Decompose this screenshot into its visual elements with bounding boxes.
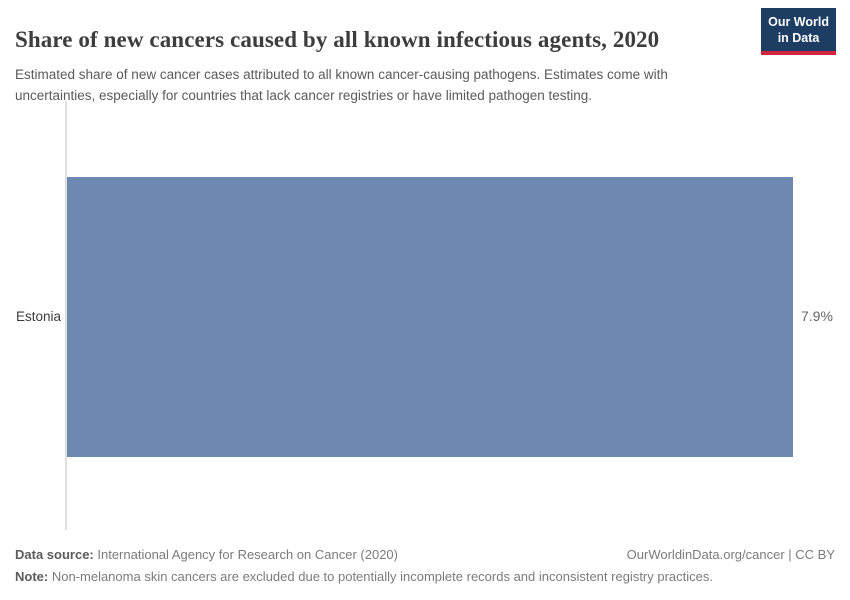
value-label-estonia: 7.9% — [801, 308, 833, 324]
note-text: Non-melanoma skin cancers are excluded d… — [48, 569, 713, 585]
owid-logo: Our World in Data — [761, 8, 836, 55]
chart-subtitle: Estimated share of new cancer cases attr… — [15, 66, 668, 104]
entity-label-estonia: Estonia — [15, 309, 61, 324]
owid-logo-line1: Our World — [768, 15, 829, 29]
data-source-text: International Agency for Research on Can… — [93, 547, 398, 562]
note-line: Note: Non-melanoma skin cancers are excl… — [15, 569, 835, 585]
note-label: Note: — [15, 569, 49, 585]
data-source-line: Data source: International Agency for Re… — [15, 547, 398, 563]
bar-estonia[interactable] — [67, 177, 793, 457]
chart-title: Share of new cancers caused by all known… — [15, 27, 660, 53]
chart-footer: Data source: International Agency for Re… — [15, 547, 835, 586]
attribution-text: OurWorldinData.org/cancer | CC BY — [626, 547, 835, 562]
data-source-label: Data source: — [15, 547, 94, 562]
plot-area — [67, 177, 793, 457]
owid-logo-line2: in Data — [777, 31, 820, 46]
y-axis-line — [65, 101, 67, 530]
